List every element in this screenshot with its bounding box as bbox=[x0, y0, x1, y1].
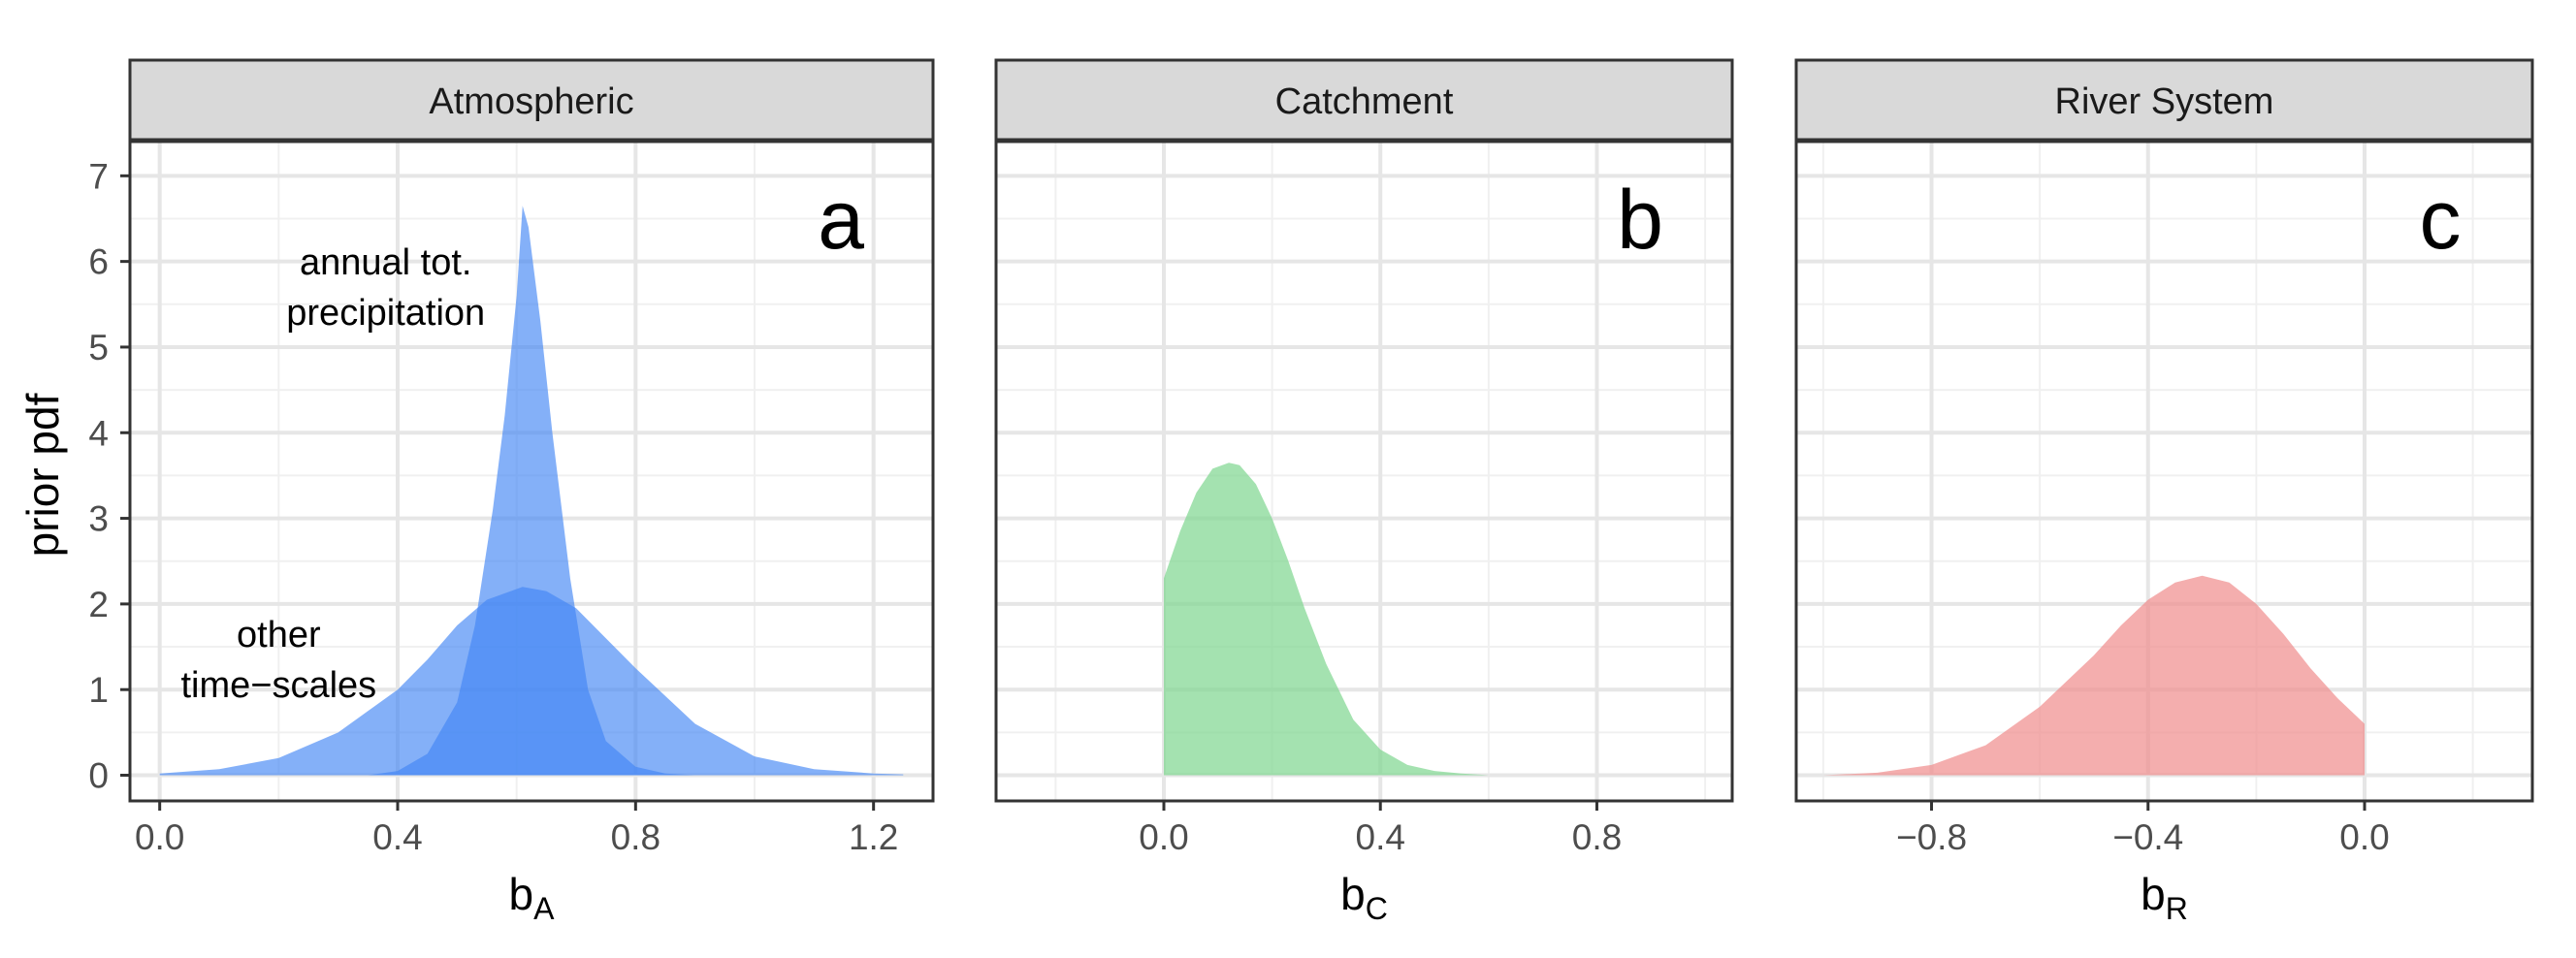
y-tick-label: 7 bbox=[88, 156, 109, 196]
density-area-1 bbox=[1822, 575, 2365, 776]
y-tick-label: 5 bbox=[88, 328, 109, 367]
annotation-1: annual tot. precipitation bbox=[286, 242, 485, 334]
x-tick-label: 0.0 bbox=[135, 817, 184, 857]
facet-title: River System bbox=[2055, 81, 2274, 122]
y-axis-title: prior pdf bbox=[17, 393, 68, 557]
x-tick-label: 0.8 bbox=[611, 817, 660, 857]
panel-a: Atmospheric a 0.0 0.4 0.8 1.2 0 1 2 3 4 5 6 7 bA annual… bbox=[88, 58, 935, 926]
panel-border bbox=[1794, 140, 2534, 803]
facet-strip bbox=[994, 58, 1734, 142]
x-tick-label: −0.8 bbox=[1896, 817, 1967, 857]
facet-title: Atmospheric bbox=[429, 81, 633, 122]
x-tick-label: 1.2 bbox=[849, 817, 898, 857]
panel-letter: b bbox=[1617, 174, 1663, 267]
y-tick-label: 1 bbox=[88, 670, 109, 710]
x-tick-label: 0.8 bbox=[1572, 817, 1622, 857]
x-tick-label: 0.4 bbox=[372, 817, 422, 857]
density-area-1 bbox=[1164, 463, 1489, 776]
panel-border bbox=[128, 140, 935, 803]
x-axis-title: bC bbox=[1340, 869, 1388, 926]
facet-title: Catchment bbox=[1275, 81, 1454, 122]
y-tick-label: 3 bbox=[88, 499, 109, 539]
x-axis-title: bR bbox=[2141, 869, 2188, 926]
panel-letter: c bbox=[2420, 174, 2462, 267]
panel-b: Catchment b 0.0 0.4 0.8 bC bbox=[994, 58, 1734, 926]
x-tick-label: 0.0 bbox=[1139, 817, 1188, 857]
y-tick-label: 4 bbox=[88, 413, 109, 453]
panel-border bbox=[994, 140, 1734, 803]
x-axis-title: bA bbox=[509, 869, 556, 926]
annotation-2: other time−scales bbox=[180, 615, 376, 706]
x-tick-label: −0.4 bbox=[2112, 817, 2183, 857]
density-area-2 bbox=[368, 206, 695, 776]
facet-strip bbox=[128, 58, 935, 142]
y-tick-label: 0 bbox=[88, 756, 109, 796]
panel-letter: a bbox=[818, 174, 864, 267]
y-tick-label: 6 bbox=[88, 242, 109, 282]
panels: Atmospheric a 0.0 0.4 0.8 1.2 0 1 2 3 4 5 6 7 bA annual… bbox=[88, 58, 2534, 926]
panel-c: River System c −0.8 −0.4 0.0 bR bbox=[1794, 58, 2534, 926]
x-tick-label: 0.0 bbox=[2339, 817, 2389, 857]
facet-strip bbox=[1794, 58, 2534, 142]
y-tick-label: 2 bbox=[88, 585, 109, 624]
x-tick-label: 0.4 bbox=[1356, 817, 1405, 857]
